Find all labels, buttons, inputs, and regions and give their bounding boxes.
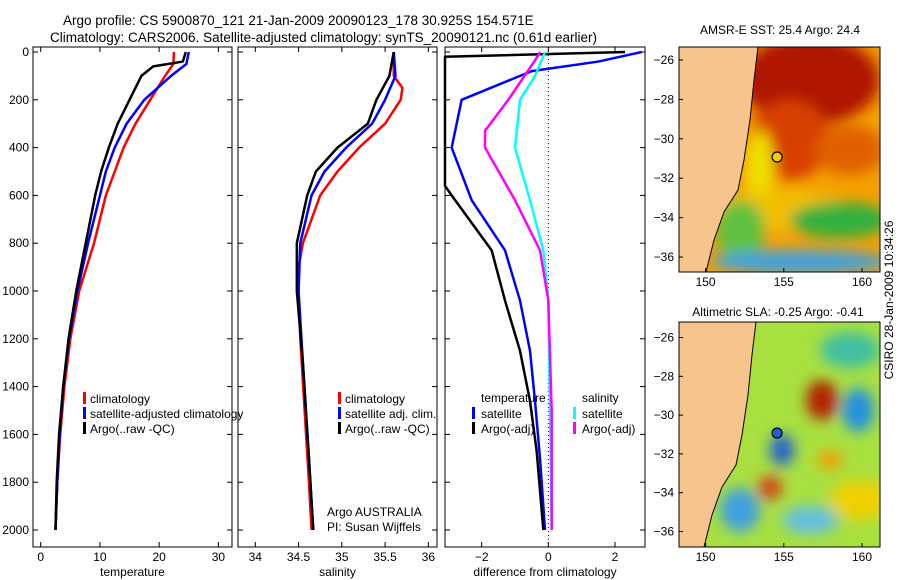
x-tick-label: 30 — [212, 550, 226, 564]
legend-swatch — [338, 422, 341, 434]
legend-swatch — [338, 407, 341, 419]
sst-map-image — [679, 47, 880, 272]
y-tick-label: 1600 — [2, 427, 29, 441]
x-tick-label: 160 — [852, 550, 872, 564]
legend-swatch — [573, 422, 576, 434]
temperature-axes-frame — [32, 46, 233, 548]
y-tick-label: 400 — [9, 141, 29, 155]
y-tick-label: −34 — [654, 211, 675, 225]
y-tick-label: 200 — [9, 93, 29, 107]
x-tick-label: −2 — [475, 550, 489, 564]
legend-header-salinity: salinity — [582, 391, 619, 405]
series-line-argo-raw-qc- — [295, 51, 395, 531]
x-tick-label: 150 — [696, 275, 716, 289]
annotation-text: PI: Susan Wijffels — [327, 520, 421, 534]
y-tick-label: 600 — [9, 188, 29, 202]
y-tick-label: −28 — [654, 92, 675, 106]
y-tick-label: −32 — [654, 171, 675, 185]
salinity-panel: 34 34.5 35 35.5 36 salinity climatologysatelli… — [237, 46, 438, 579]
y-tick-label: 1800 — [2, 475, 29, 489]
x-tick-label: 36 — [422, 550, 436, 564]
series-line-temperature-satellite — [450, 50, 642, 531]
x-tick-label: 155 — [774, 275, 794, 289]
y-tick-label: −30 — [654, 408, 675, 422]
y-tick-label: −30 — [654, 132, 675, 146]
y-tick-label: 1400 — [2, 380, 29, 394]
x-tick-label: 34 — [249, 550, 263, 564]
series-line-salinity-argo-adj- — [483, 51, 553, 530]
legend-header-temperature: temperature — [481, 391, 546, 405]
x-tick-label: 0 — [37, 550, 44, 564]
y-tick-label: −36 — [654, 524, 675, 538]
legend-swatch — [573, 407, 576, 419]
series-line-climatology — [297, 52, 404, 531]
legend-swatch — [472, 407, 475, 419]
difference-axes-frame — [444, 46, 646, 548]
salinity-xlabel: salinity — [319, 565, 356, 579]
y-tick-label: 2000 — [2, 523, 29, 537]
salinity-axes-frame — [237, 46, 438, 548]
legend-label: satellite-adjusted climatology — [90, 407, 243, 421]
y-tick-label: −36 — [654, 250, 675, 264]
y-tick-label: 1000 — [2, 284, 29, 298]
argo-float-marker — [771, 151, 783, 163]
legend-label: satellite adj. clim. — [345, 407, 436, 421]
x-tick-label: 20 — [152, 550, 166, 564]
legend-label: Argo(-adj) — [582, 422, 635, 436]
temperature-xlabel: temperature — [100, 565, 165, 579]
series-line-temperature-argo-adj- — [443, 50, 626, 531]
x-tick-label: 2 — [612, 550, 619, 564]
y-tick-label: −34 — [654, 486, 675, 500]
sla-map-image — [679, 322, 880, 547]
y-tick-label: −28 — [654, 369, 675, 383]
csiro-timestamp: CSIRO 28-Jan-2009 10:34:26 — [882, 220, 896, 379]
y-tick-label: −26 — [654, 53, 675, 67]
legend-label: climatology — [345, 392, 405, 406]
x-tick-label: 155 — [774, 550, 794, 564]
annotation-text: Argo AUSTRALIA — [327, 505, 422, 519]
x-tick-label: 0 — [545, 550, 552, 564]
y-tick-label: −32 — [654, 447, 675, 461]
x-tick-label: 10 — [93, 550, 107, 564]
title-line-1: Argo profile: CS 5900870_121 21-Jan-2009… — [63, 13, 534, 28]
sst-map-axes: 150 155 160 −26 −28 −30 −32 −34 −36 — [654, 53, 873, 289]
legend-label: climatology — [90, 392, 150, 406]
legend-label: satellite — [481, 407, 522, 421]
title-line-2: Climatology: CARS2006. Satellite-adjuste… — [50, 30, 597, 45]
y-tick-label: 800 — [9, 236, 29, 250]
sla-map-axes: 150 155 160 −26 −28 −30 −32 −34 −36 — [654, 331, 873, 564]
legend-swatch — [83, 392, 86, 404]
series-line-climatology — [54, 51, 176, 531]
x-tick-label: 35.5 — [373, 550, 397, 564]
y-tick-label: 0 — [22, 45, 29, 59]
series-line-satellite-adj-clim- — [297, 51, 397, 531]
difference-xlabel: difference from climatology — [473, 565, 616, 579]
legend-swatch — [472, 422, 475, 434]
y-tick-label: 1200 — [2, 332, 29, 346]
temperature-panel: 0 10 20 30 0 200 400 600 800 1000 1200 1400 1600 1800… — [2, 45, 243, 579]
x-tick-label: 34.5 — [287, 550, 311, 564]
legend-label: satellite — [582, 407, 623, 421]
legend-label: Argo(..raw -QC) — [345, 422, 430, 436]
argo-float-marker — [771, 427, 783, 439]
sla-map-title: Altimetric SLA: -0.25 Argo: -0.41 — [692, 305, 864, 319]
legend-swatch — [83, 422, 86, 434]
y-tick-label: −26 — [654, 331, 675, 345]
x-tick-label: 150 — [696, 550, 716, 564]
x-tick-label: 160 — [852, 275, 872, 289]
sst-map-frame — [678, 46, 881, 273]
x-tick-label: 35 — [335, 550, 349, 564]
sla-map-frame — [678, 321, 881, 548]
series-line-argo-raw-qc- — [54, 51, 187, 531]
sst-map-title: AMSR-E SST: 25.4 Argo: 24.4 — [700, 23, 860, 37]
legend-swatch — [338, 392, 341, 404]
legend-label: Argo(..raw -QC) — [90, 422, 175, 436]
legend-swatch — [83, 407, 86, 419]
legend-label: Argo(-adj) — [481, 422, 534, 436]
